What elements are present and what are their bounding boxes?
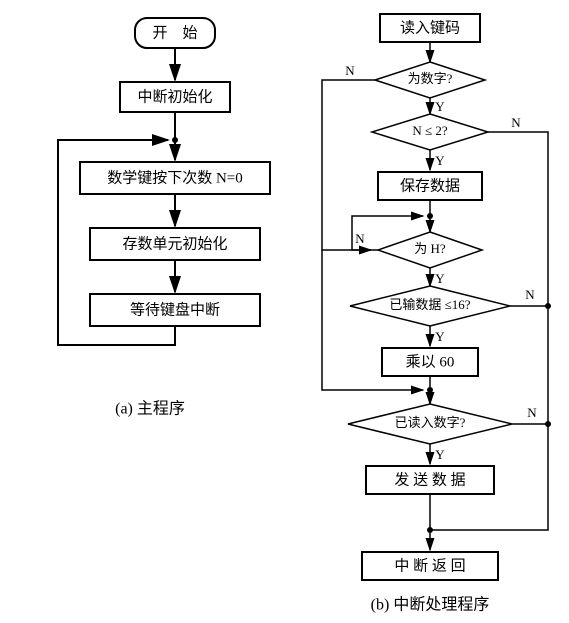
node-init-label: 中断初始化: [137, 88, 212, 105]
node-wait-label: 等待键盘中断: [130, 300, 220, 318]
no-label-3: N: [355, 231, 365, 246]
join-dot-left: [427, 387, 433, 393]
join-dot-isH: [427, 213, 433, 219]
edge-nle2-no: [486, 132, 548, 530]
node-start-label: 开 始: [152, 24, 197, 41]
node-mul60-label: 乘以 60: [406, 353, 455, 370]
no-label-5: N: [527, 405, 537, 420]
caption-a: (a) 主程序: [115, 400, 185, 418]
yes-label-3: Y: [435, 271, 445, 286]
node-save-label: 保存数据: [400, 177, 460, 194]
flowchart-main-program: 开 始 中断初始化 数学键按下次数 N=0 存数单元初始化 等待键盘中断 (a)…: [58, 18, 270, 418]
join-dot-bottom: [427, 527, 433, 533]
no-label-2: N: [511, 115, 521, 130]
loop-join-dot: [172, 137, 178, 143]
yes-label-4: Y: [435, 329, 445, 344]
edge-isdigit-no: [322, 80, 375, 250]
caption-b: (b) 中断处理程序: [371, 596, 490, 614]
yes-label-5: Y: [435, 447, 445, 462]
node-le16-label: 已输数据 ≤16?: [389, 297, 470, 312]
node-read-label: 读入键码: [400, 19, 460, 36]
no-label: N: [345, 63, 355, 78]
node-nle2-label: N ≤ 2?: [412, 123, 448, 138]
flowchart-interrupt-handler: 读入键码 为数字? Y N N ≤ 2? Y N 保存数据 为 H? N Y 已…: [322, 14, 551, 614]
node-store-init-label: 存数单元初始化: [122, 235, 227, 252]
node-return-label: 中 断 返 回: [394, 557, 465, 574]
node-is-digit-label: 为数字?: [408, 71, 453, 86]
node-is-h-label: 为 H?: [414, 241, 446, 256]
yes-label: Y: [435, 99, 445, 114]
node-send-label: 发 送 数 据: [394, 471, 465, 488]
node-has-digit-label: 已读入数字?: [395, 415, 466, 430]
no-label-4: N: [525, 287, 535, 302]
yes-label-2: Y: [435, 153, 445, 168]
node-n0-label: 数学键按下次数 N=0: [107, 169, 243, 186]
